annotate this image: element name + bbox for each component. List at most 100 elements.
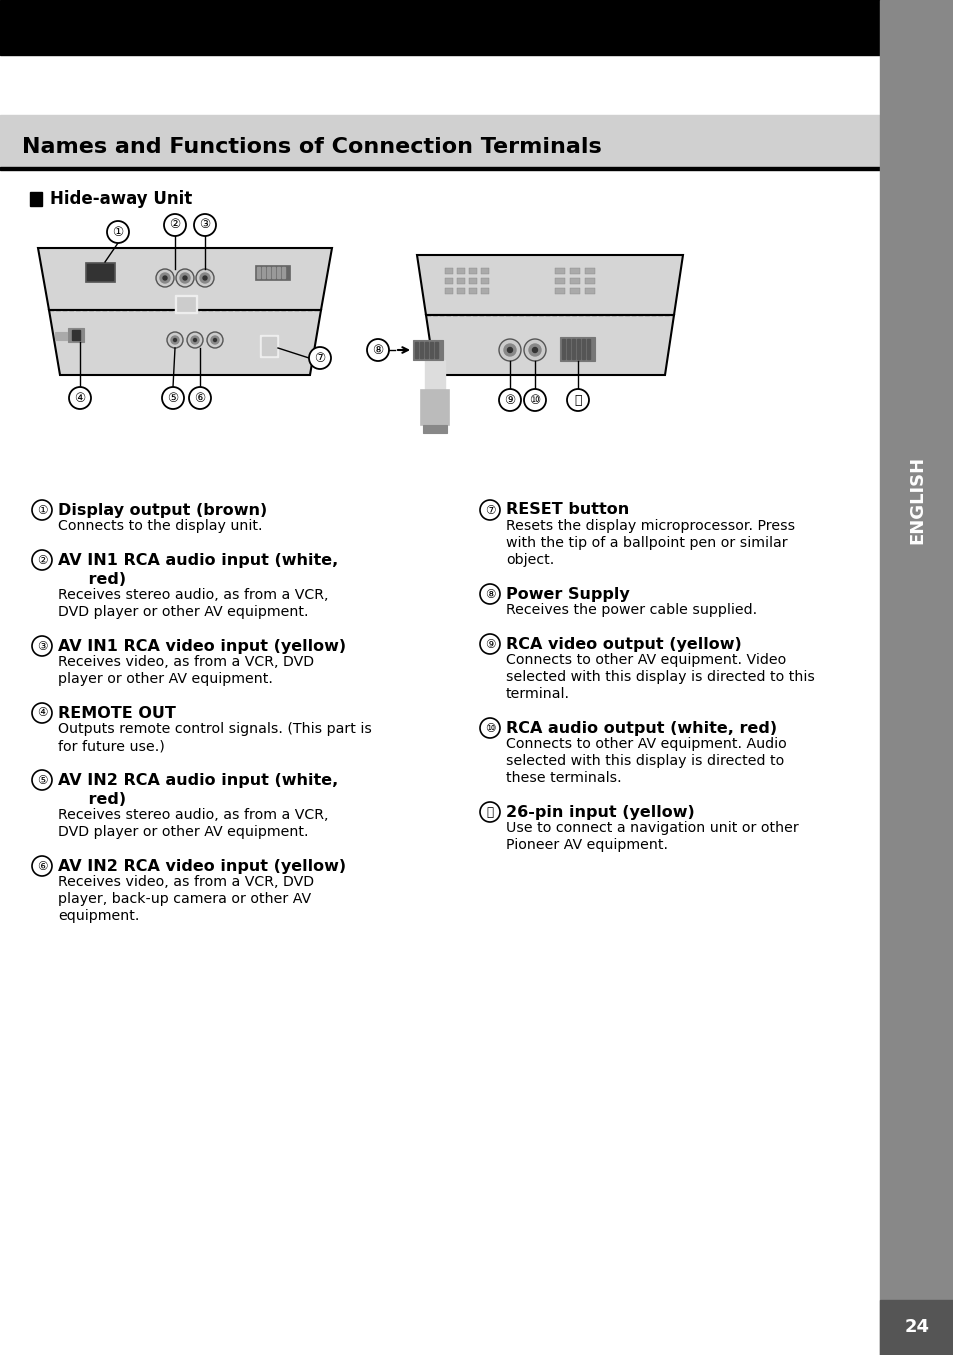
Bar [555,289,564,294]
Text: DVD player or other AV equipment.: DVD player or other AV equipment. [58,604,308,619]
Text: ⑦: ⑦ [484,504,495,516]
Text: Resets the display microprocessor. Press: Resets the display microprocessor. Press [505,519,794,533]
Bar [456,268,464,274]
Text: 26-pin input (yellow): 26-pin input (yellow) [505,805,694,820]
Text: Outputs remote control signals. (This part is: Outputs remote control signals. (This pa… [58,722,372,736]
Bar [68,328,84,341]
Text: player or other AV equipment.: player or other AV equipment. [58,672,273,686]
Text: Connects to other AV equipment. Audio: Connects to other AV equipment. Audio [505,737,786,751]
Text: 24: 24 [903,1318,928,1336]
Circle shape [175,270,193,287]
Bar [254,266,290,280]
Text: AV IN2 RCA audio input (white,: AV IN2 RCA audio input (white, [58,772,338,787]
Bar [879,1299,953,1355]
Bar [262,337,275,355]
Circle shape [523,389,545,411]
Text: selected with this display is directed to: selected with this display is directed t… [505,753,783,768]
Bar [276,267,280,278]
Bar [415,341,417,358]
Circle shape [164,214,186,236]
Text: ⑤: ⑤ [37,774,48,786]
Circle shape [163,276,167,280]
Text: Names and Functions of Connection Terminals: Names and Functions of Connection Termin… [22,137,601,157]
Text: Hide-away Unit: Hide-away Unit [50,190,193,209]
Circle shape [191,336,199,344]
Text: Receives the power cable supplied.: Receives the power cable supplied. [505,603,757,617]
Text: ⑤: ⑤ [167,392,178,405]
Circle shape [167,332,183,348]
Text: ⑩: ⑩ [484,721,495,734]
Text: ⑨: ⑨ [484,637,495,650]
Bar [262,267,265,278]
Text: AV IN2 RCA video input (yellow): AV IN2 RCA video input (yellow) [58,859,346,874]
Circle shape [200,272,210,283]
Circle shape [32,635,52,656]
Circle shape [32,500,52,520]
Bar [0,115,879,167]
Circle shape [32,856,52,875]
Text: for future use.): for future use.) [58,738,165,753]
Text: ⑩: ⑩ [529,393,540,406]
Text: object.: object. [505,553,554,566]
Bar [430,341,433,358]
Circle shape [309,347,331,369]
Text: RCA audio output (white, red): RCA audio output (white, red) [505,721,777,736]
Text: ④: ④ [37,706,48,720]
Bar [469,268,476,274]
Bar [555,278,564,285]
Bar [422,425,447,434]
Text: Pioneer AV equipment.: Pioneer AV equipment. [505,837,667,852]
Bar [413,340,442,360]
Circle shape [498,389,520,411]
Bar [572,339,575,359]
Bar [87,264,112,280]
Text: Receives stereo audio, as from a VCR,: Receives stereo audio, as from a VCR, [58,588,328,602]
Text: ⑥: ⑥ [194,392,206,405]
Text: red): red) [66,572,126,587]
Circle shape [195,270,213,287]
Bar [424,360,444,390]
Circle shape [32,770,52,790]
Text: Power Supply: Power Supply [505,587,629,602]
Circle shape [498,339,520,360]
Bar [469,289,476,294]
Circle shape [173,339,176,341]
Bar [480,268,489,274]
Circle shape [479,584,499,604]
Text: equipment.: equipment. [58,909,139,923]
Bar [569,278,579,285]
Circle shape [160,272,170,283]
Text: ④: ④ [74,392,86,405]
Circle shape [479,718,499,738]
Circle shape [193,214,215,236]
Bar [456,278,464,285]
Bar [480,278,489,285]
Circle shape [479,634,499,654]
Bar [30,192,42,206]
Bar [0,0,953,56]
Text: ⑪: ⑪ [574,393,581,406]
Bar [424,341,428,358]
Bar [419,341,422,358]
Text: Display output (brown): Display output (brown) [58,503,267,518]
Bar [584,268,595,274]
Bar [267,267,270,278]
Circle shape [503,344,516,356]
Text: ⑨: ⑨ [504,393,515,406]
Bar [260,335,277,356]
Text: ①: ① [112,225,124,238]
Text: ⑪: ⑪ [486,805,493,818]
Text: Connects to the display unit.: Connects to the display unit. [58,519,262,533]
Circle shape [69,388,91,409]
Circle shape [183,276,187,280]
Text: these terminals.: these terminals. [505,771,621,785]
Text: Receives video, as from a VCR, DVD: Receives video, as from a VCR, DVD [58,654,314,669]
Bar [174,295,196,313]
Circle shape [171,336,179,344]
Bar [85,262,115,282]
Text: Receives video, as from a VCR, DVD: Receives video, as from a VCR, DVD [58,875,314,889]
Bar [282,267,285,278]
Text: ③: ③ [199,218,211,232]
Bar [71,331,80,340]
Bar [581,339,584,359]
